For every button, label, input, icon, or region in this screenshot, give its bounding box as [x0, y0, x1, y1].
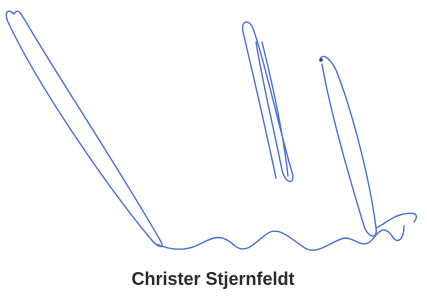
- signature-document: Christer Stjernfeldt: [0, 0, 427, 298]
- signature-stroke: [6, 11, 404, 250]
- printed-name: Christer Stjernfeldt: [131, 269, 294, 289]
- signature-stroke: [243, 22, 293, 182]
- ink-dot: [319, 58, 323, 62]
- page: Christer Stjernfeldt {"signature": {"nam…: [0, 0, 427, 298]
- signature-stroke: [320, 56, 416, 236]
